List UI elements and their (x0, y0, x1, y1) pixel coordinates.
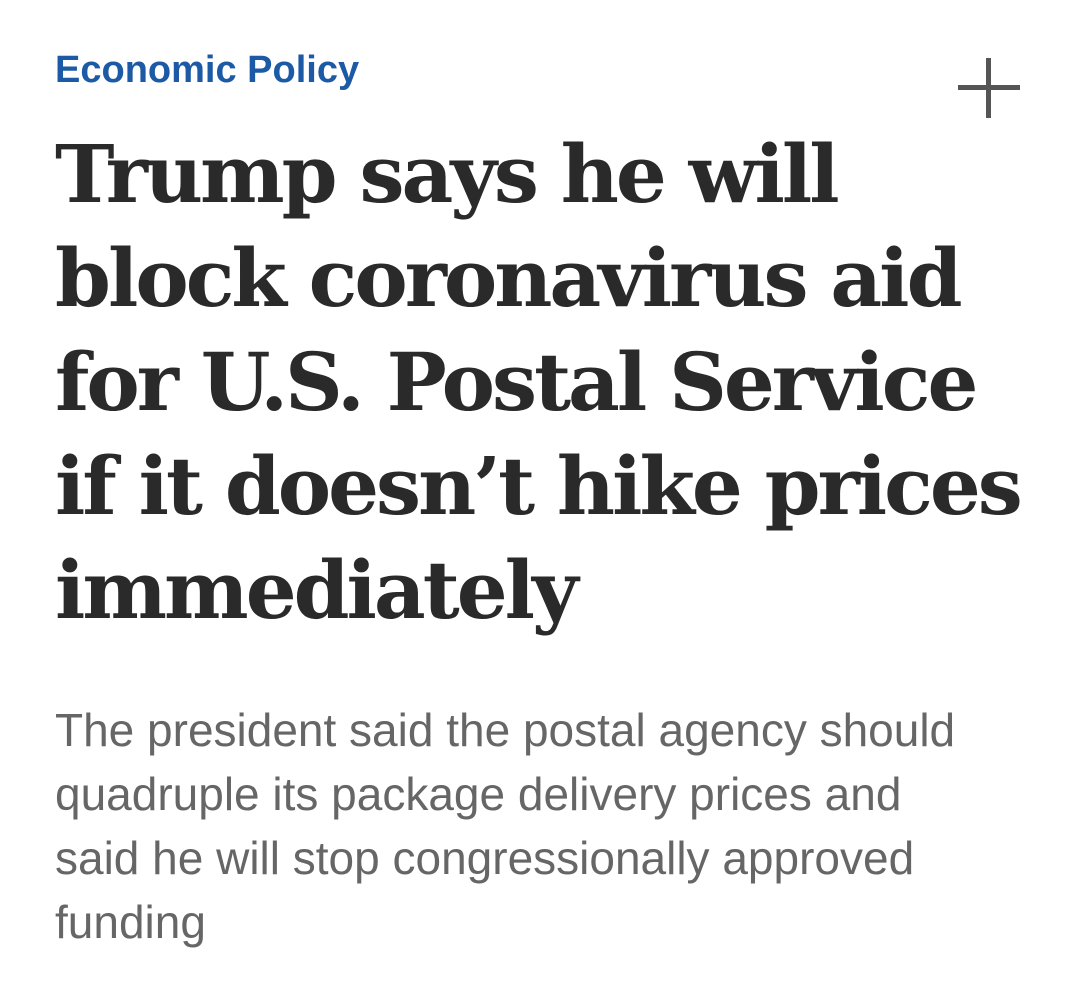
article-dek: The president said the postal agency sho… (55, 698, 1065, 954)
plus-icon (958, 58, 1020, 118)
dek-line: funding (55, 896, 206, 948)
headline-line: block coronavirus aid (55, 231, 963, 325)
add-button[interactable] (956, 56, 1020, 120)
dek-line: The president said the postal agency sho… (55, 704, 956, 756)
headline-line: immediately (55, 543, 578, 637)
headline-line: Trump says he will (55, 127, 840, 221)
section-kicker-link[interactable]: Economic Policy (55, 49, 360, 91)
headline-line: for U.S. Postal Service (55, 335, 978, 429)
headline[interactable]: Trump says he will block coronavirus aid… (55, 122, 1045, 642)
dek-line: quadruple its package delivery prices an… (55, 768, 902, 820)
dek-line: said he will stop congressionally approv… (55, 832, 915, 884)
headline-line: if it doesn’t hike prices (55, 439, 1023, 533)
